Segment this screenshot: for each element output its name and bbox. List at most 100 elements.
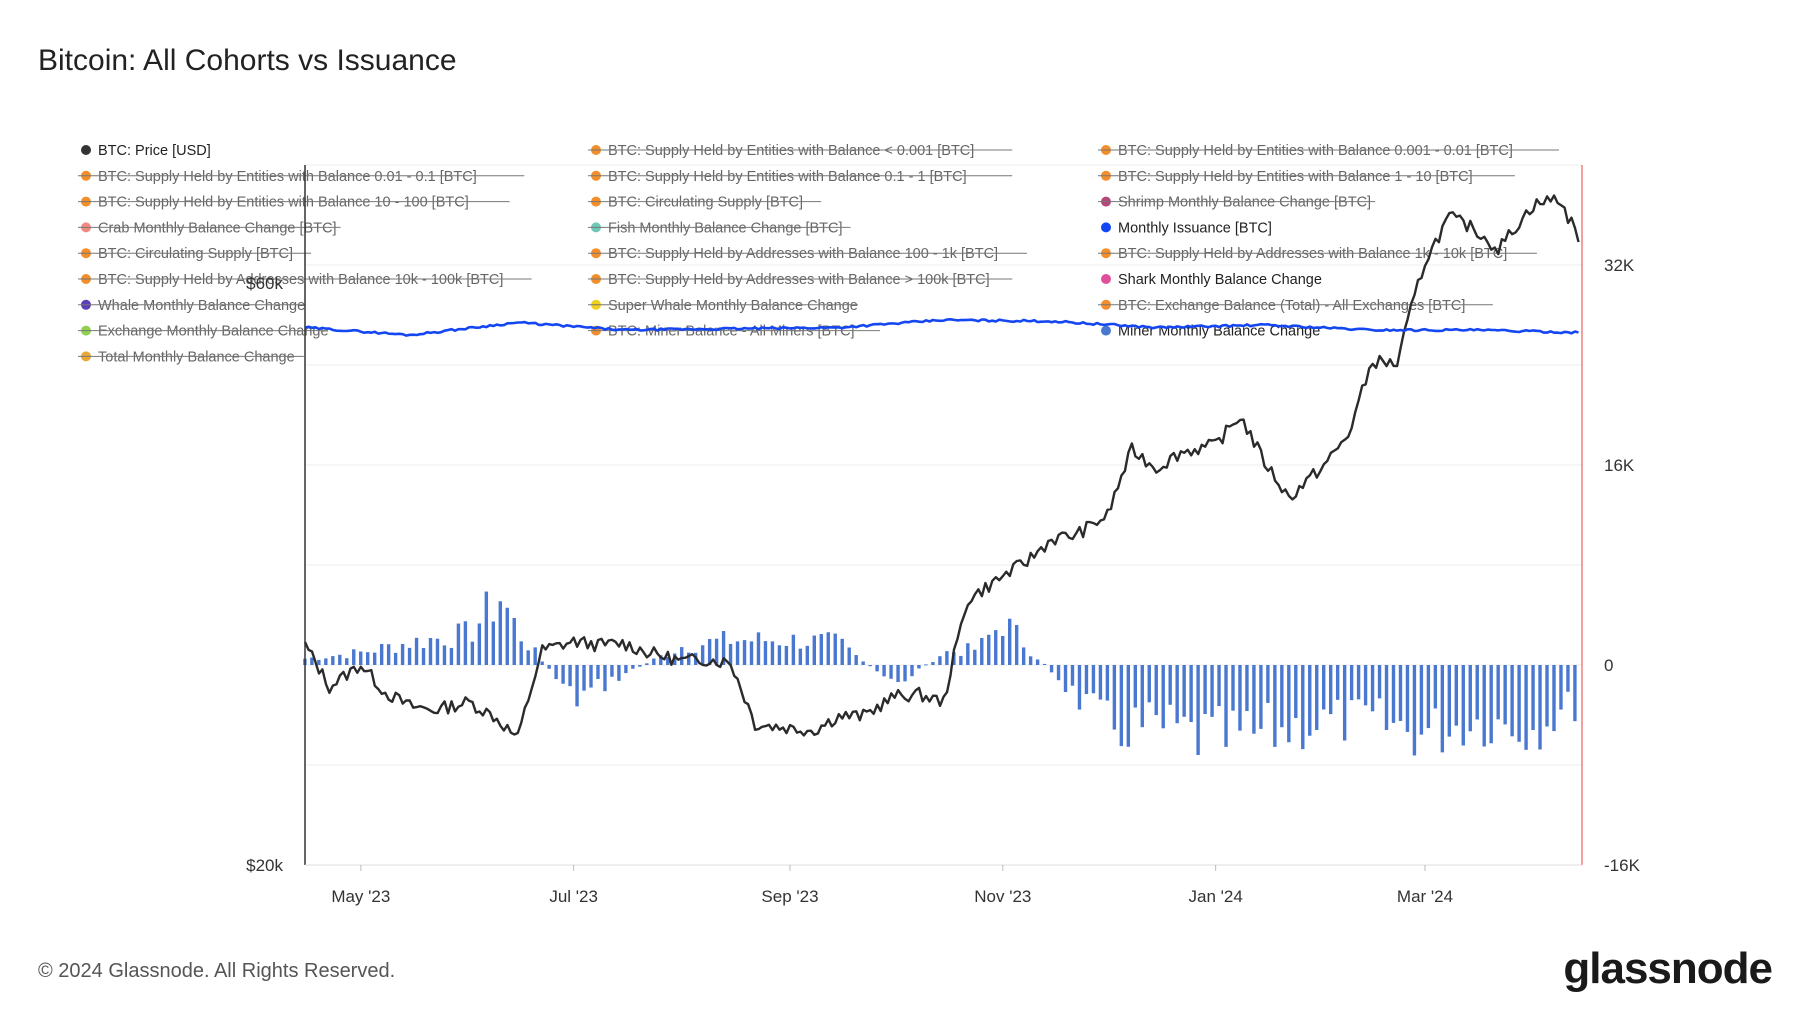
legend-label: BTC: Circulating Supply [BTC] bbox=[608, 195, 803, 211]
legend-item[interactable]: BTC: Circulating Supply [BTC] bbox=[78, 246, 312, 262]
miner-balance-bar bbox=[1077, 665, 1082, 710]
legend-item[interactable]: BTC: Exchange Balance (Total) - All Exch… bbox=[1098, 298, 1493, 314]
miner-balance-bar bbox=[561, 665, 565, 684]
legend-label: Fish Monthly Balance Change [BTC] bbox=[608, 220, 843, 236]
miner-balance-bar bbox=[428, 638, 433, 665]
miner-balance-bar bbox=[1559, 665, 1563, 710]
legend-item[interactable]: BTC: Supply Held by Entities with Balanc… bbox=[588, 169, 1013, 185]
miner-balance-bar bbox=[1566, 665, 1570, 692]
legend-item[interactable]: BTC: Miner Balance - All Miners [BTC] bbox=[588, 324, 880, 340]
miner-balance-bar bbox=[442, 645, 447, 665]
miner-balance-bar bbox=[1070, 665, 1075, 686]
miner-balance-bar bbox=[994, 630, 998, 665]
miner-balance-bar bbox=[819, 634, 823, 665]
miner-balance-bar bbox=[742, 640, 747, 665]
miner-balance-bar bbox=[366, 652, 370, 665]
miner-balance-bar bbox=[721, 631, 726, 665]
miner-balance-bar bbox=[1245, 665, 1249, 712]
miner-balance-bar bbox=[680, 647, 684, 665]
miner-balance-bar bbox=[554, 665, 558, 680]
miner-balance-bar bbox=[386, 644, 391, 665]
legend-item[interactable]: BTC: Supply Held by Entities with Balanc… bbox=[1098, 169, 1515, 185]
miner-balance-bar bbox=[868, 665, 872, 667]
legend-item[interactable]: Monthly Issuance [BTC] bbox=[1101, 220, 1272, 236]
legend-item[interactable]: Crab Monthly Balance Change [BTC] bbox=[78, 220, 341, 236]
miner-balance-bar bbox=[1056, 665, 1061, 681]
legend-item[interactable]: Shark Monthly Balance Change bbox=[1101, 272, 1322, 288]
legend-item[interactable]: Shrimp Monthly Balance Change [BTC] bbox=[1098, 195, 1376, 211]
legend-item[interactable]: Fish Monthly Balance Change [BTC] bbox=[588, 220, 851, 236]
miner-balance-bar bbox=[1238, 665, 1242, 731]
legend-item[interactable]: BTC: Circulating Supply [BTC] bbox=[588, 195, 822, 211]
legend-item[interactable]: BTC: Supply Held by Addresses with Balan… bbox=[588, 272, 1013, 288]
series-lines bbox=[303, 194, 1580, 737]
legend-item[interactable]: BTC: Supply Held by Entities with Balanc… bbox=[78, 195, 510, 211]
grid-lines bbox=[305, 164, 1582, 866]
legend-label: BTC: Supply Held by Entities with Balanc… bbox=[1118, 169, 1473, 185]
miner-balance-bar bbox=[1091, 665, 1096, 694]
miner-balance-bar bbox=[1147, 665, 1151, 703]
miner-balance-bar bbox=[414, 637, 419, 665]
miner-balance-bar bbox=[714, 638, 719, 665]
miner-balance-bar bbox=[526, 650, 530, 665]
miner-balance-bar bbox=[1140, 665, 1144, 728]
legend-item[interactable]: Whale Monthly Balance Change bbox=[78, 298, 305, 314]
legend-item[interactable]: BTC: Price [USD] bbox=[81, 143, 211, 159]
legend-label: BTC: Supply Held by Addresses with Balan… bbox=[608, 246, 998, 262]
miner-balance-bar bbox=[1412, 665, 1417, 756]
miner-balance-bar bbox=[1168, 665, 1172, 705]
miner-balance-bar bbox=[1524, 665, 1528, 750]
miner-balance-bar bbox=[477, 623, 482, 665]
legend-item[interactable]: Total Monthly Balance Change bbox=[78, 349, 304, 365]
miner-balance-bar bbox=[1007, 618, 1012, 665]
legend-label: BTC: Supply Held by Entities with Balanc… bbox=[608, 169, 967, 185]
miner-balance-bar bbox=[1363, 665, 1368, 706]
miner-balance-bar bbox=[659, 655, 663, 665]
miner-balance-bar bbox=[1217, 665, 1221, 707]
miner-balance-bar bbox=[910, 665, 914, 677]
miner-balance-bar bbox=[589, 665, 593, 688]
legend-item[interactable]: BTC: Supply Held by Entities with Balanc… bbox=[588, 143, 1013, 159]
miner-balance-bar bbox=[938, 656, 942, 665]
miner-balance-bar bbox=[338, 654, 342, 665]
miner-balance-bar bbox=[1328, 665, 1333, 715]
miner-balance-bar bbox=[1203, 665, 1207, 714]
miner-balance-bar bbox=[470, 641, 475, 665]
miner-balance-bar bbox=[596, 665, 600, 679]
legend-item[interactable]: BTC: Supply Held by Entities with Balanc… bbox=[78, 169, 525, 185]
miner-balance-bar bbox=[945, 651, 949, 665]
right-tick-label: 0 bbox=[1604, 656, 1613, 675]
legend-label: BTC: Miner Balance - All Miners [BTC] bbox=[608, 324, 855, 340]
miner-balance-bar bbox=[638, 665, 642, 667]
miner-balance-bar bbox=[973, 649, 977, 665]
issuance-line bbox=[304, 318, 1579, 337]
miner-balance-bar bbox=[1154, 665, 1158, 716]
miner-balance-bar bbox=[631, 665, 635, 669]
miner-balance-bar bbox=[1182, 665, 1186, 717]
miner-balance-bar bbox=[1405, 665, 1410, 732]
legend-label: BTC: Supply Held by Entities with Balanc… bbox=[1118, 143, 1513, 159]
miner-balance-bar bbox=[728, 643, 733, 665]
miner-balance-bar bbox=[1426, 665, 1431, 729]
miner-balance-bar bbox=[331, 656, 335, 665]
right-tick-label: 32K bbox=[1604, 256, 1635, 275]
miner-balance-bar bbox=[749, 641, 754, 665]
miner-balance-bar bbox=[966, 643, 970, 665]
miner-balance-bar bbox=[1210, 665, 1214, 717]
miner-balance-bar bbox=[896, 665, 900, 683]
legend-label: Crab Monthly Balance Change [BTC] bbox=[98, 220, 337, 236]
miner-balance-bar bbox=[666, 656, 670, 665]
x-tick-label: Jan '24 bbox=[1188, 887, 1242, 906]
legend-label: BTC: Price [USD] bbox=[98, 143, 211, 159]
legend-item[interactable]: BTC: Supply Held by Entities with Balanc… bbox=[1098, 143, 1559, 159]
miner-balance-bar bbox=[1273, 665, 1277, 747]
legend-item[interactable]: Exchange Monthly Balance Change bbox=[78, 324, 329, 340]
legend-item[interactable]: BTC: Supply Held by Addresses with Balan… bbox=[588, 246, 1027, 262]
legend-label: Exchange Monthly Balance Change bbox=[98, 324, 329, 340]
axes: May '23 Jul '23 Sep '23 Nov '23 Jan '24 Mar '… bbox=[246, 165, 1641, 906]
miner-balance-bar bbox=[1231, 665, 1235, 711]
legend-item[interactable]: Super Whale Monthly Balance Change bbox=[588, 298, 858, 314]
miner-balance-bar bbox=[379, 643, 384, 665]
legend-item[interactable]: BTC: Supply Held by Addresses with Balan… bbox=[1098, 246, 1537, 262]
miner-balance-bar bbox=[1021, 647, 1026, 665]
